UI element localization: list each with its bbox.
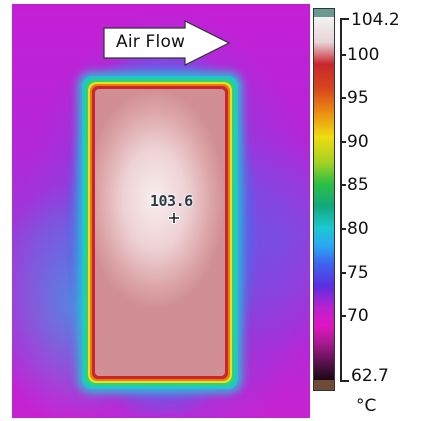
tick-line-100 xyxy=(340,53,346,56)
tick-line-85 xyxy=(340,184,346,187)
tick-label-85: 85 xyxy=(347,175,369,196)
color-scale-underrange xyxy=(314,380,334,390)
tick-label-95: 95 xyxy=(347,88,369,109)
tick-max-label: 104.2 xyxy=(351,10,400,30)
tick-min-line xyxy=(340,380,349,382)
tick-line-95 xyxy=(340,97,346,100)
arrow-right-icon xyxy=(103,20,231,66)
airflow-annotation: Air Flow xyxy=(103,20,231,66)
tick-line-80 xyxy=(340,228,346,231)
color-scale-axis: 104.2 62.7 100 95 90 85 80 75 70 xyxy=(340,8,427,408)
tick-label-80: 80 xyxy=(347,219,369,240)
tick-label-70: 70 xyxy=(347,306,369,327)
thermal-image: Air Flow 103.6 xyxy=(12,4,310,418)
tick-line-90 xyxy=(340,140,346,143)
color-scale-overrange xyxy=(314,9,334,17)
color-scale-gradient xyxy=(314,17,334,380)
color-scale-axis-line xyxy=(340,18,342,381)
tick-label-75: 75 xyxy=(347,262,369,283)
tick-label-100: 100 xyxy=(347,44,380,65)
hot-component xyxy=(82,76,238,389)
tick-min-label: 62.7 xyxy=(351,366,389,386)
crosshair-icon xyxy=(168,212,180,224)
tick-label-90: 90 xyxy=(347,131,369,152)
tick-line-70 xyxy=(340,315,346,318)
airflow-label: Air Flow xyxy=(116,32,186,52)
spot-temperature-readout: 103.6 xyxy=(150,192,193,210)
hot-component-core xyxy=(95,89,225,376)
temperature-unit: °C xyxy=(356,396,377,416)
color-scale-bar xyxy=(313,8,335,391)
tick-max-line xyxy=(340,18,349,20)
tick-line-75 xyxy=(340,271,346,274)
